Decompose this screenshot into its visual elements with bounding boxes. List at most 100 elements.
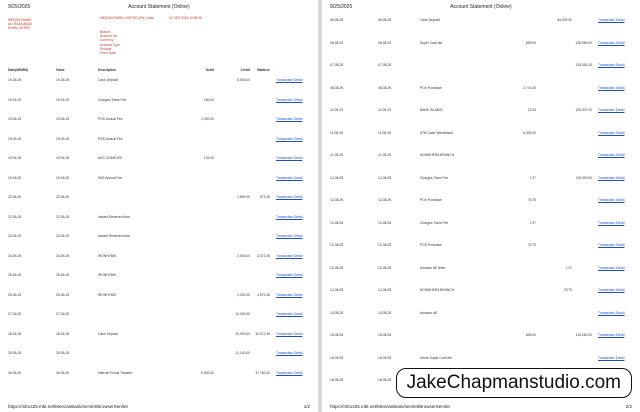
cell-balance: 572.45 <box>259 195 270 199</box>
transaction-detail-link[interactable]: Transaction Detail <box>598 175 625 180</box>
cell-date: 22-06-25 <box>8 214 22 219</box>
cell-credit: 11,140.00 <box>235 351 250 355</box>
transaction-detail-link[interactable]: Transaction Detail <box>276 156 303 160</box>
cell-date: 19-06-25 <box>8 136 22 141</box>
cell-value-date: 15-08-25 <box>378 333 392 337</box>
cell-debit: 7.27 <box>529 175 536 180</box>
cell-credit: 10,000.00 <box>235 312 250 316</box>
transaction-detail-link[interactable]: Transaction Detail <box>598 18 625 22</box>
transaction-detail-link[interactable]: Transaction Detail <box>598 153 625 157</box>
cell-date: 16-08-25 <box>330 355 344 360</box>
transaction-detail-link[interactable]: Transaction Detail <box>276 312 303 316</box>
cell-description: NOWSHERA BRANCH <box>420 153 455 157</box>
cell-date: 25-06-25 <box>8 273 22 277</box>
transaction-detail-link[interactable]: Transaction Detail <box>276 78 303 82</box>
page-header: 9/25/2025 Account Statement (Online) <box>322 4 640 14</box>
cell-value-date: 05-08-25 <box>378 18 392 22</box>
cell-value-date: 12-08-25 <box>378 220 392 225</box>
page-header: 9/25/2025 Account Statement (Online) <box>0 4 318 14</box>
transaction-detail-link[interactable]: Transaction Detail <box>598 220 625 225</box>
table-row: 23-06-25 23-06-25 Inward Received from Tran… <box>8 234 310 243</box>
transaction-detail-link[interactable]: Transaction Detail <box>276 292 303 297</box>
cell-date: 12-08-25 <box>330 198 344 202</box>
table-row: 19-06-25 19-06-25 POS Annual Fee 2,400.00 Tr… <box>8 117 310 126</box>
col-value: Value <box>56 68 65 72</box>
cell-description: Internet Funds Transfer <box>98 370 133 375</box>
info-line: ALI RAZA ABAD <box>8 22 33 27</box>
cell-credit: 7.27 <box>565 265 572 270</box>
transaction-detail-link[interactable]: Transaction Detail <box>276 370 303 375</box>
cell-description: POS Purchase <box>420 243 442 247</box>
cell-value-date: 24-06-25 <box>56 253 70 258</box>
transaction-detail-link[interactable]: Transaction Detail <box>598 265 625 270</box>
transaction-detail-link[interactable]: Transaction Detail <box>598 333 625 337</box>
cell-date: 12-08-25 <box>330 288 344 292</box>
cell-description: Ufone Super Card fee <box>420 355 453 360</box>
table-row: 29-06-25 29-06-25 11,140.00 Transaction Det… <box>8 351 310 360</box>
cell-value-date: 18-08-25 <box>378 378 392 382</box>
cell-date: 19-06-25 <box>8 175 22 180</box>
transaction-detail-link[interactable]: Transaction Detail <box>598 310 625 315</box>
cell-description: POS Annual Fee <box>98 136 123 141</box>
page-title: Account Statement (Online) <box>128 4 190 10</box>
transaction-detail-link[interactable]: Transaction Detail <box>598 40 625 45</box>
table-row: 12-08-25 12-08-25 Amazon AE letter 7.27 Tran… <box>330 266 632 275</box>
col-desc: Description <box>98 68 117 72</box>
cell-value-date: 11-08-25 <box>378 108 391 112</box>
cell-date: 19-06-25 <box>8 156 22 160</box>
cell-date: 12-08-25 <box>330 175 344 180</box>
transaction-detail-link[interactable]: Transaction Detail <box>598 243 625 247</box>
cell-value-date: 13-08-25 <box>378 310 392 315</box>
transaction-detail-link[interactable]: Transaction Detail <box>598 63 625 67</box>
transaction-detail-link[interactable]: Transaction Detail <box>276 97 303 102</box>
transaction-detail-link[interactable]: Transaction Detail <box>276 253 303 258</box>
cell-value-date: 06-08-25 <box>378 40 392 45</box>
cell-balance: 4,572.45 <box>257 292 270 297</box>
cell-value-date: 27-06-25 <box>56 312 70 316</box>
cell-balance: 119,300.54 <box>575 175 592 180</box>
transaction-detail-link[interactable]: Transaction Detail <box>276 331 303 336</box>
statement-date: 22 SEP 2025 10:38:08 <box>168 16 202 20</box>
account-meta: Branch Account No. Currency Account Type… <box>100 30 120 55</box>
table-row: 19-06-25 19-06-25 Charges Trans Fee 160.00 T… <box>8 98 310 107</box>
meta-line: Currency <box>100 38 114 43</box>
cell-date: 19-06-25 <box>8 97 22 102</box>
cell-description: NOWSHERA BRANCH <box>420 288 455 292</box>
col-debit: Debit <box>205 68 214 72</box>
cell-value-date: 19-06-25 <box>56 78 70 82</box>
cell-description: Cash Deposit <box>420 18 440 22</box>
footer-url: https://mb1425.mbt.net/MeezanBank/servle… <box>330 404 450 409</box>
cell-description: IRONHYBIK <box>98 292 117 297</box>
cell-credit: 2,000.00 <box>237 253 250 258</box>
transaction-detail-link[interactable]: Transaction Detail <box>598 108 625 112</box>
table-row: 12-08-25 12-08-25 POS Purchase 75.75 Transac… <box>330 243 632 252</box>
cell-credit: 75.75 <box>563 288 572 292</box>
transaction-detail-link[interactable]: Transaction Detail <box>598 288 625 292</box>
transaction-detail-link[interactable]: Transaction Detail <box>276 234 303 238</box>
cell-description: POS Purchase <box>420 85 442 90</box>
transaction-detail-link[interactable]: Transaction Detail <box>598 198 625 202</box>
cell-value-date: 20-06-25 <box>56 195 70 199</box>
transaction-detail-link[interactable]: Transaction Detail <box>276 195 303 199</box>
transaction-detail-link[interactable]: Transaction Detail <box>598 130 625 135</box>
cell-value-date: 12-08-25 <box>378 198 392 202</box>
bank-info-left: MEEZAN BANK ALI RAZA ABAD KHAN LATEEF <box>8 18 32 31</box>
cell-debit: 2,400.00 <box>201 117 214 121</box>
transaction-detail-link[interactable]: Transaction Detail <box>276 117 303 121</box>
table-header: Date(MDMM) Value Description Debit Credi… <box>8 68 310 77</box>
transaction-detail-link[interactable]: Transaction Detail <box>598 355 625 360</box>
transaction-detail-link[interactable]: Transaction Detail <box>276 136 303 141</box>
transaction-detail-link[interactable]: Transaction Detail <box>276 273 303 277</box>
transaction-detail-link[interactable]: Transaction Detail <box>276 175 303 180</box>
cell-balance: 128,081.00 <box>575 63 592 67</box>
cell-balance: 125,307.00 <box>575 108 592 112</box>
transaction-detail-link[interactable]: Transaction Detail <box>598 85 625 90</box>
page-footer: https://mb1425.mbt.net/MeezanBank/servle… <box>330 404 632 409</box>
cell-description: Charges Trans Fee <box>420 220 449 225</box>
bank-name-text: MEEZAN BANK LIMITED (Pvt.) Sala <box>100 16 154 20</box>
transaction-detail-link[interactable]: Transaction Detail <box>276 214 303 219</box>
cell-date: 06-08-25 <box>330 40 344 45</box>
cell-date: 19-06-25 <box>8 117 22 121</box>
transaction-detail-link[interactable]: Transaction Detail <box>276 351 303 355</box>
cell-credit: 2,000.00 <box>237 292 250 297</box>
